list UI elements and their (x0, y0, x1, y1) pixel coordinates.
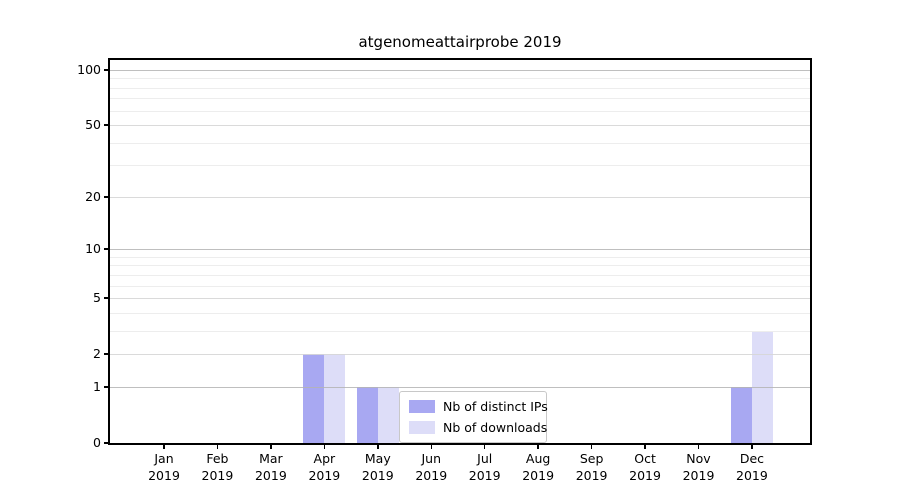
grid-layer (110, 60, 810, 443)
y-tick-label-0: 0 (93, 435, 101, 450)
x-tick-month: May (364, 451, 391, 466)
x-tick-label-sep: Sep 2019 (549, 450, 635, 484)
x-tick-apr (323, 443, 326, 449)
x-tick-month: Jul (477, 451, 493, 466)
x-tick-year: 2019 (468, 468, 501, 483)
x-tick-oct (644, 443, 646, 449)
y-tick-label-100: 100 (77, 61, 101, 77)
x-tick-month: Aug (525, 451, 551, 466)
x-tick-jan (163, 443, 165, 449)
x-tick-jul (483, 443, 486, 449)
x-tick-month: Jun (421, 451, 442, 466)
gridline-100 (110, 69, 810, 71)
gridline-1 (110, 386, 810, 388)
x-tick-label-jun: Jun 2019 (388, 450, 474, 484)
x-tick-may (377, 443, 379, 449)
x-tick-year: 2019 (201, 468, 234, 483)
x-tick-month: Jan (154, 451, 174, 466)
x-tick-feb (216, 443, 219, 449)
legend-item-1: Nb of downloads (409, 420, 547, 435)
legend-swatch-0 (409, 400, 435, 413)
x-tick-mar (270, 443, 272, 449)
y-tick-label-1: 1 (93, 378, 101, 394)
x-tick-sep (590, 443, 593, 449)
x-tick-month: Mar (259, 451, 283, 466)
gridline-90 (110, 78, 810, 80)
x-tick-month: Apr (313, 451, 336, 466)
x-tick-year: 2019 (736, 468, 768, 483)
x-tick-year: 2019 (415, 468, 448, 483)
legend-swatch-1 (409, 421, 435, 434)
x-tick-label-aug: Aug 2019 (495, 450, 581, 484)
y-tick-2 (104, 353, 110, 355)
x-tick-year: 2019 (148, 468, 180, 483)
y-tick-label-5: 5 (93, 290, 101, 306)
chart-title: atgenomeattairprobe 2019 (358, 33, 562, 51)
x-tick-year: 2019 (361, 468, 394, 483)
x-tick-label-feb: Feb 2019 (174, 450, 260, 484)
gridline-30 (110, 165, 810, 167)
y-tick-5 (104, 297, 110, 299)
x-tick-dec (751, 443, 753, 449)
legend-label-0: Nb of distinct IPs (443, 399, 548, 414)
x-tick-month: Feb (206, 451, 229, 466)
x-tick-jun (430, 443, 432, 449)
plot-area (110, 60, 810, 443)
gridline-5 (110, 298, 810, 300)
y-tick-10 (104, 248, 110, 250)
legend: Nb of distinct IPs Nb of downloads (399, 391, 548, 443)
x-tick-nov (697, 443, 700, 449)
x-tick-label-dec: Dec 2019 (709, 450, 795, 484)
y-tick-0 (104, 442, 110, 444)
y-tick-label-10: 10 (85, 241, 101, 257)
legend-item-0: Nb of distinct IPs (409, 399, 548, 414)
gridline-50 (110, 125, 810, 127)
gridline-4 (110, 312, 810, 314)
x-tick-month: Dec (739, 451, 765, 466)
x-tick-month: Sep (579, 451, 604, 466)
x-tick-label-jul: Jul 2019 (442, 450, 528, 484)
gridline-9 (110, 256, 810, 258)
x-tick-year: 2019 (575, 468, 608, 483)
gridline-60 (110, 110, 810, 112)
x-tick-label-oct: Oct 2019 (602, 450, 688, 484)
y-tick-label-2: 2 (93, 346, 101, 362)
legend-label-1: Nb of downloads (443, 420, 548, 435)
y-tick-50 (104, 124, 110, 126)
bar-nb-of-distinct-ips-apr (303, 354, 325, 443)
y-tick-20 (104, 196, 110, 198)
gridline-3 (110, 330, 810, 332)
gridline-2 (110, 354, 810, 356)
y-tick-100 (104, 69, 110, 71)
x-tick-label-apr: Apr 2019 (281, 450, 367, 484)
bar-nb-of-downloads-may (377, 386, 399, 443)
x-tick-label-mar: Mar 2019 (228, 450, 314, 484)
gridline-6 (110, 285, 810, 287)
gridline-8 (110, 265, 810, 267)
gridline-20 (110, 196, 810, 198)
x-tick-year: 2019 (682, 468, 715, 483)
x-tick-year: 2019 (308, 468, 341, 483)
gridline-7 (110, 274, 810, 276)
x-tick-year: 2019 (629, 468, 661, 483)
y-tick-1 (104, 386, 110, 388)
y-tick-label-20: 20 (85, 188, 101, 204)
y-tick-label-50: 50 (85, 117, 101, 133)
x-tick-label-may: May 2019 (335, 450, 421, 484)
x-tick-year: 2019 (522, 468, 555, 483)
x-tick-month: Nov (686, 451, 711, 466)
bar-nb-of-distinct-ips-may (356, 386, 378, 443)
gridline-80 (110, 87, 810, 89)
gridline-40 (110, 142, 810, 144)
x-tick-month: Oct (634, 451, 656, 466)
x-tick-year: 2019 (254, 468, 287, 483)
bar-nb-of-distinct-ips-dec (730, 386, 752, 443)
x-tick-label-nov: Nov 2019 (656, 450, 742, 484)
bar-nb-of-downloads-apr (324, 354, 346, 443)
gridline-70 (110, 98, 810, 100)
x-tick-aug (537, 443, 539, 449)
gridline-10 (110, 249, 810, 251)
x-tick-label-jan: Jan 2019 (121, 450, 207, 484)
